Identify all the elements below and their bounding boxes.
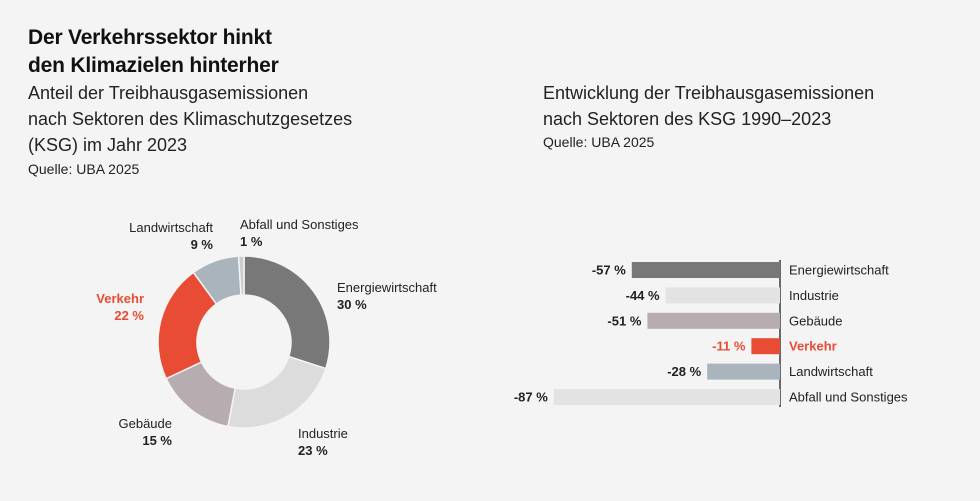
bar-category-energiewirtschaft: Energiewirtschaft bbox=[789, 263, 889, 278]
bar-category-landwirtschaft: Landwirtschaft bbox=[789, 364, 873, 379]
bar-subtitle: Entwicklung der Treibhausgasemissionen n… bbox=[543, 80, 874, 132]
donut-label-industrie: Industrie bbox=[298, 426, 348, 441]
donut-value-landwirtschaft: 9 % bbox=[191, 237, 214, 252]
donut-subtitle-line-2: nach Sektoren des Klimaschutzgesetzes bbox=[28, 109, 353, 129]
bar-category-gebaeude: Gebäude bbox=[789, 313, 843, 328]
headline: Der Verkehrssektor hinkt den Klimazielen… bbox=[28, 24, 279, 80]
bar-abfall-und-sonstiges bbox=[553, 389, 780, 405]
donut-value-industrie: 23 % bbox=[298, 443, 328, 458]
bar-subtitle-line-1: Entwicklung der Treibhausgasemissionen bbox=[543, 83, 875, 103]
donut-label-verkehr: Verkehr bbox=[96, 291, 144, 306]
donut-label-landwirtschaft: Landwirtschaft bbox=[129, 220, 213, 235]
bar-value-energiewirtschaft: -57 % bbox=[592, 263, 626, 278]
bar-industrie bbox=[665, 287, 780, 304]
donut-chart: Energiewirtschaft 30 % Industrie 23 % Gebäud… bbox=[96, 217, 437, 458]
donut-value-energiewirtschaft: 30 % bbox=[337, 297, 367, 312]
bar-value-verkehr: -11 % bbox=[712, 339, 746, 354]
donut-label-energiewirtschaft: Energiewirtschaft bbox=[337, 280, 437, 295]
bar-subtitle-line-2: nach Sektoren des KSG 1990–2023 bbox=[543, 109, 832, 129]
bar-gebaeude bbox=[647, 312, 780, 329]
donut-subtitle: Anteil der Treibhausgasemissionen nach S… bbox=[28, 80, 352, 158]
donut-source: Quelle: UBA 2025 bbox=[28, 161, 140, 177]
bar-value-industrie: -44 % bbox=[626, 288, 660, 303]
bar-value-abfall-und-sonstiges: -87 % bbox=[514, 390, 548, 405]
headline-line-2: den Klimazielen hinterher bbox=[28, 54, 279, 77]
bar-category-industrie: Industrie bbox=[789, 288, 839, 303]
headline-line-1: Der Verkehrssektor hinkt bbox=[28, 26, 272, 49]
bar-category-verkehr: Verkehr bbox=[789, 339, 837, 354]
donut-value-verkehr: 22 % bbox=[114, 308, 144, 323]
donut-subtitle-line-3: (KSG) im Jahr 2023 bbox=[28, 135, 188, 155]
bar-landwirtschaft bbox=[707, 363, 780, 380]
bar-value-landwirtschaft: -28 % bbox=[667, 364, 701, 379]
bar-energiewirtschaft bbox=[631, 262, 780, 278]
bar-value-gebaeude: -51 % bbox=[607, 313, 641, 328]
bar-verkehr bbox=[751, 338, 780, 355]
donut-value-gebaeude: 15 % bbox=[142, 433, 172, 448]
bar-category-abfall-und-sonstiges: Abfall und Sonstiges bbox=[789, 390, 908, 405]
bar-source: Quelle: UBA 2025 bbox=[543, 134, 655, 150]
donut-slice-abfall-und-sonstiges bbox=[237, 255, 245, 296]
donut-slice-energiewirtschaft bbox=[243, 255, 331, 370]
donut-label-gebaeude: Gebäude bbox=[119, 416, 173, 431]
donut-label-abfall-und-sonstiges: Abfall und Sonstiges bbox=[240, 217, 359, 232]
donut-slice-industrie bbox=[227, 355, 327, 429]
donut-value-abfall-und-sonstiges: 1 % bbox=[240, 234, 263, 249]
donut-subtitle-line-1: Anteil der Treibhausgasemissionen bbox=[28, 83, 309, 103]
bar-chart: -57 % Energiewirtschaft -44 % Industrie -51 … bbox=[514, 260, 908, 407]
